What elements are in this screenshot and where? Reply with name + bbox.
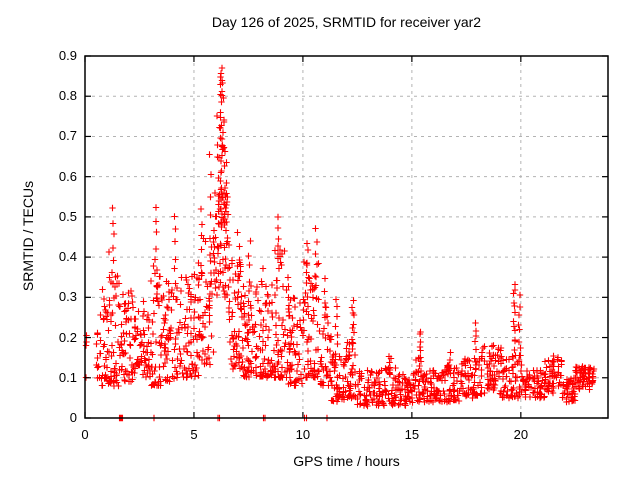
y-tick-label: 0.9: [58, 48, 77, 63]
scatter-points: [82, 64, 598, 422]
chart-title: Day 126 of 2025, SRMTID for receiver yar…: [211, 14, 482, 30]
y-tick-label: 0.1: [58, 369, 77, 385]
x-tick-label: 5: [190, 427, 198, 442]
y-axis-label: SRMTID / TECUs: [20, 180, 36, 292]
y-tick-label: 0.6: [58, 168, 77, 184]
x-axis-label: GPS time / hours: [293, 453, 400, 469]
y-tick-label: 0.2: [58, 329, 77, 345]
y-tick-label: 0: [69, 410, 77, 425]
y-tick-label: 0.4: [58, 249, 77, 265]
x-tick-label: 10: [295, 427, 311, 442]
y-tick-label: 0.7: [58, 128, 77, 144]
x-tick-label: 15: [404, 427, 420, 442]
y-tick-label: 0.8: [58, 88, 77, 104]
x-tick-label: 0: [81, 427, 89, 442]
x-tick-label: 20: [513, 427, 529, 442]
y-tick-label: 0.3: [58, 289, 77, 305]
plot-border: [84, 55, 609, 419]
y-tick-label: 0.5: [58, 208, 77, 224]
